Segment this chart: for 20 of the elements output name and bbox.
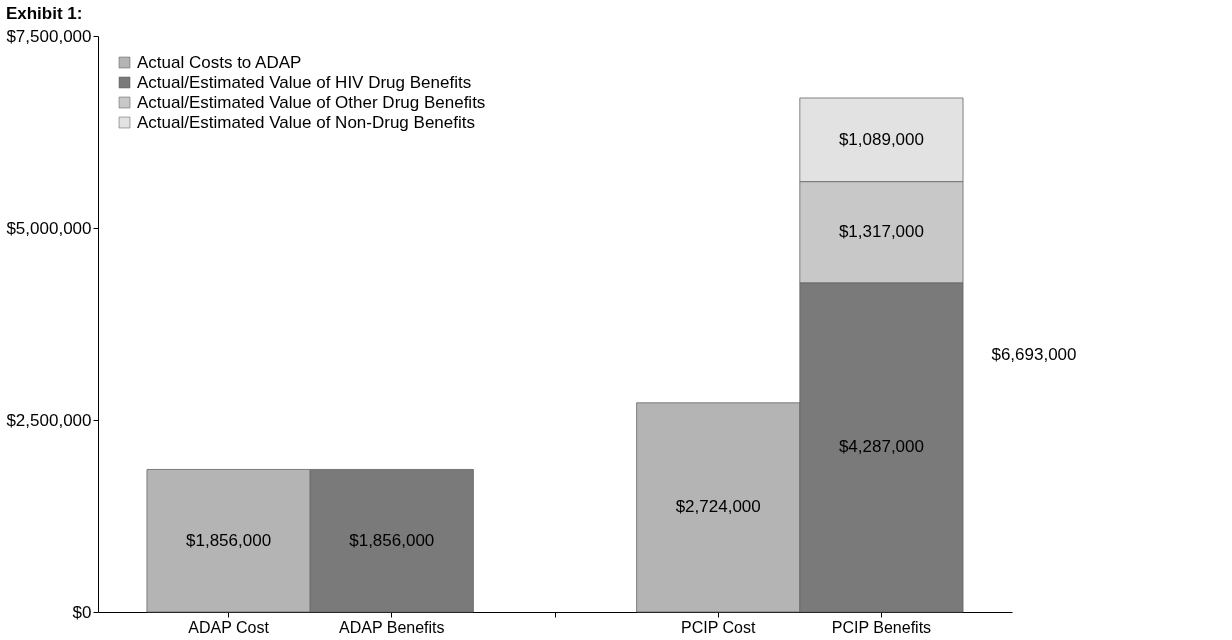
data-label: $1,856,000	[186, 530, 272, 550]
x-tick-label: PCIP Cost	[681, 618, 756, 636]
legend-label: Actual/Estimated Value of Other Drug Benefits	[137, 92, 486, 112]
data-label: $1,089,000	[838, 129, 924, 149]
data-label: $1,317,000	[838, 222, 924, 242]
chart-title: Exhibit 1:	[5, 4, 83, 23]
y-tick-label: $5,000,000	[6, 218, 92, 238]
legend-label: Actual Costs to ADAP	[137, 52, 302, 72]
x-tick-label: ADAP Cost	[188, 618, 270, 636]
y-tick-label: $7,500,000	[6, 26, 92, 46]
x-tick-label: PCIP Benefits	[831, 618, 932, 636]
legend-label: Actual/Estimated Value of Non-Drug Benefits	[137, 112, 475, 132]
y-tick-label: $2,500,000	[6, 410, 92, 430]
data-label: $4,287,000	[838, 437, 924, 457]
total-label: $6,693,000	[991, 344, 1077, 364]
data-label: $2,724,000	[675, 497, 761, 517]
data-label: $1,856,000	[349, 530, 435, 550]
y-tick-label: $0	[72, 602, 92, 622]
legend-label: Actual/Estimated Value of HIV Drug Benefits	[137, 72, 472, 92]
x-tick-label: ADAP Benefits	[339, 618, 445, 636]
